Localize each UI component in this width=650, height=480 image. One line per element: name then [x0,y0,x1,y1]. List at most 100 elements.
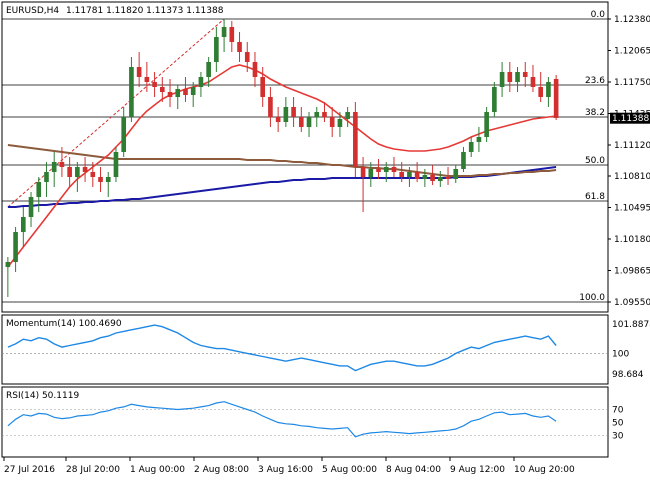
candle-body [206,62,211,77]
candle-body [476,137,482,142]
candle-body [291,107,296,117]
fib-label: 23.6 [585,76,605,86]
momentum-axis: 101.8878 100 98.684 [612,320,650,380]
candle-body [167,92,173,97]
candle-body [90,172,96,177]
candle-body [522,72,528,77]
candle-body [391,167,397,172]
time-tick-label: 5 Aug 00:00 [322,465,377,475]
price-tick-label: 1.10495 [614,204,650,214]
candle-body [5,262,11,267]
trend-line [7,18,225,208]
candle-body [260,77,266,97]
candle-body [237,42,242,52]
candle-body [430,175,435,181]
price-tick-label: 1.11750 [614,78,650,88]
candle-body [105,177,111,182]
candle-body [507,72,513,82]
candle-body [159,87,165,92]
candle-body [51,162,57,172]
candle-body [515,72,520,82]
fib-label: 50.0 [585,156,605,166]
candle-body [13,232,18,262]
candle-body [36,182,42,197]
candle-body [530,77,536,87]
rsi-label: RSI(14) 50.1119 [6,391,79,401]
candle-body [129,67,134,117]
momentum-indicator [2,324,608,372]
candle-body [337,119,343,127]
candle-body [152,82,157,87]
time-tick-label: 27 Jul 2016 [4,465,55,475]
candle-body [190,87,196,95]
candle-body [252,62,258,77]
momentum-tick-label: 98.684 [612,370,644,380]
rsi-tick-label: 50 [612,419,624,429]
sma-mid-line [7,144,557,177]
candle-body [484,112,489,137]
rsi-axis: 70 50 30 [612,406,624,442]
candle-body [322,112,327,117]
price-tick-label: 1.12380 [614,15,650,25]
candle-body [244,52,250,62]
ohlc-readout: 1.11781 1.11820 1.11373 1.11388 [66,6,224,16]
momentum-tick-label: 100 [612,349,629,359]
candle-body [368,169,374,177]
momentum-panel [1,314,609,385]
momentum-tick-label: 101.8878 [612,320,650,330]
candle-body [314,112,320,117]
time-tick-label: 3 Aug 16:00 [258,465,313,475]
time-tick-label: 10 Aug 20:00 [514,465,575,475]
candle-body [553,79,559,118]
time-tick-label: 1 Aug 00:00 [130,465,185,475]
rsi-line [7,401,557,438]
candle-body [461,152,466,169]
candle-body [345,112,350,119]
candle-body [492,87,497,112]
rsi-tick-label: 30 [612,432,624,442]
price-tick-label: 1.09865 [614,267,650,277]
fib-label: 61.8 [585,192,605,202]
momentum-label: Momentum(14) 100.4690 [6,319,122,329]
candle-body [144,77,150,82]
candle-body [214,37,219,62]
moving-averages [7,64,557,268]
candle-body [353,112,358,167]
time-axis: 27 Jul 2016 28 Jul 20:00 1 Aug 00:00 2 Aug … [3,457,575,475]
candle-body [298,117,304,127]
fibonacci-levels: 0.0 23.6 38.2 50.0 61.8 100.0 [2,10,608,303]
current-price-tag: 1.11388 [610,112,650,124]
candle-body [67,167,72,177]
fib-label: 38.2 [585,108,605,118]
candle-body [376,169,381,172]
candle-body [360,167,366,177]
candle-body [183,89,188,95]
time-tick-label: 2 Aug 08:00 [194,465,249,475]
candle-body [437,177,443,181]
fib-label: 0.0 [591,10,606,20]
candle-body [453,169,459,179]
candle-body [98,177,103,182]
candle-body [113,152,119,177]
candle-body [499,72,505,87]
rsi-panel [1,386,609,458]
price-tick-label: 1.09550 [614,298,650,308]
sma-fast-line [7,64,557,268]
candle-body [44,172,49,182]
candle-body [422,175,428,179]
rsi-indicator [2,401,608,438]
candle-body [82,167,88,172]
candle-body [75,167,80,177]
price-tick-label: 1.11120 [614,141,650,151]
candle-body [28,197,34,217]
rsi-tick-label: 70 [612,406,624,416]
candle-body [121,117,127,152]
candle-body [268,97,273,117]
momentum-line [7,324,557,372]
candle-body [414,172,420,179]
time-tick-label: 9 Aug 12:00 [450,465,505,475]
current-price-label: 1.11388 [612,114,649,124]
candle-body [445,177,451,179]
candle-body [136,67,142,77]
